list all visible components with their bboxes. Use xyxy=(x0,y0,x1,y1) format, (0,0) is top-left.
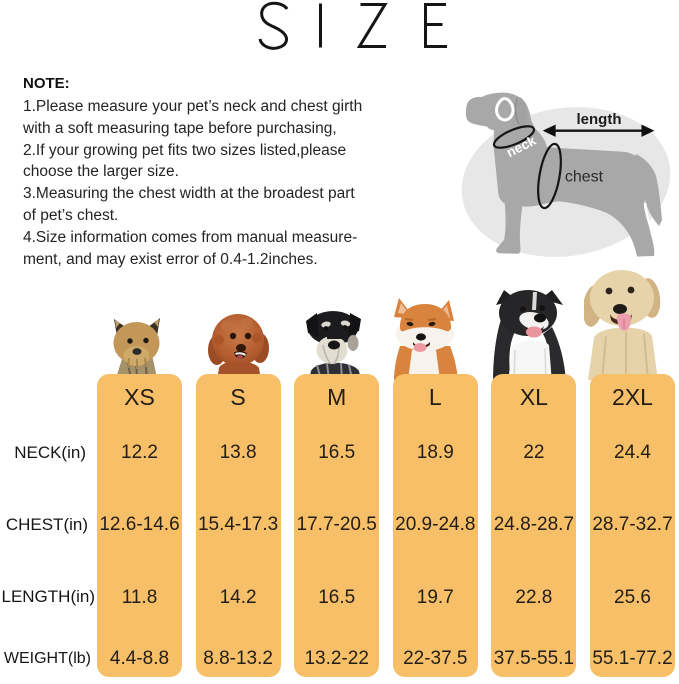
svg-text:chest: chest xyxy=(565,168,604,185)
svg-text:length: length xyxy=(577,111,622,128)
